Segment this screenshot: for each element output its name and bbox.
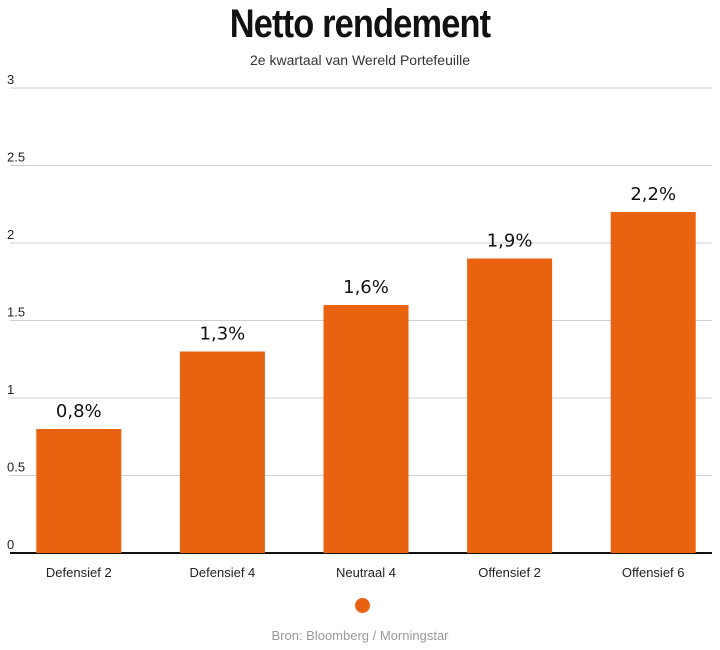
x-tick-label: Neutraal 4 xyxy=(336,565,396,580)
y-tick-label: 3 xyxy=(7,72,14,87)
data-label: 1,3% xyxy=(200,324,246,345)
chart-subtitle: 2e kwartaal van Wereld Portefeuille xyxy=(250,52,470,68)
bar xyxy=(467,258,553,553)
data-labels: 0,8% 1,3% 1,6% 1,9% 2,2% xyxy=(56,184,676,422)
data-label: 1,6% xyxy=(343,277,389,298)
legend-marker xyxy=(355,598,370,613)
x-tick-label: Offensief 6 xyxy=(622,565,685,580)
y-tick-label: 0 xyxy=(7,537,14,552)
bar xyxy=(323,305,409,553)
x-tick-label: Defensief 4 xyxy=(190,565,256,580)
y-tick-label: 1 xyxy=(7,382,14,397)
bar xyxy=(610,212,696,553)
x-tick-label: Defensief 2 xyxy=(46,565,112,580)
bar-chart: 0 0.5 1 1.5 2 2.5 3 0,8% 1,3% 1,6% 1,9% 2,2% Defen… xyxy=(7,72,712,580)
source-note: Bron: Bloomberg / Morningstar xyxy=(271,628,449,643)
bar xyxy=(36,429,122,553)
bar xyxy=(179,351,265,553)
bars xyxy=(36,212,696,553)
data-label: 0,8% xyxy=(56,401,102,422)
y-tick-label: 1.5 xyxy=(7,305,25,320)
chart-title: Netto rendement xyxy=(229,2,491,46)
y-tick-label: 2.5 xyxy=(7,150,25,165)
y-tick-label: 2 xyxy=(7,227,14,242)
data-label: 2,2% xyxy=(630,184,676,205)
x-tick-label: Offensief 2 xyxy=(478,565,541,580)
data-label: 1,9% xyxy=(487,231,533,252)
y-tick-label: 0.5 xyxy=(7,460,25,475)
x-tick-labels: Defensief 2 Defensief 4 Neutraal 4 Offensie… xyxy=(46,565,685,580)
